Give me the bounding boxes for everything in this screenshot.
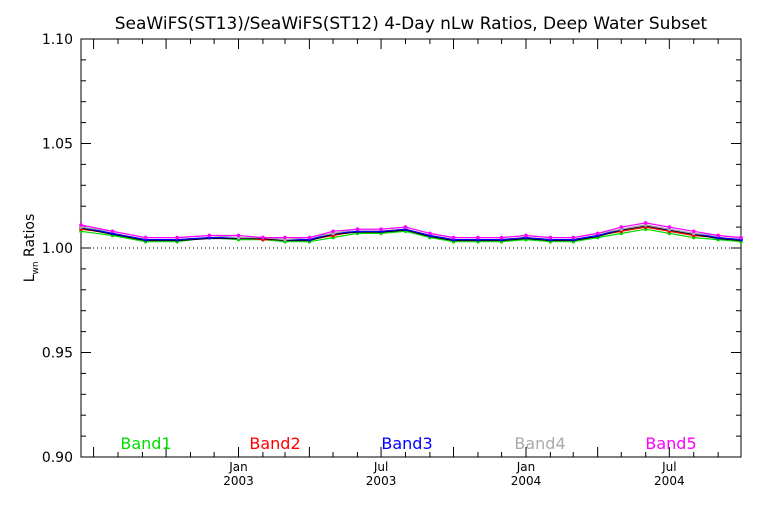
data-point-band5 xyxy=(548,235,553,240)
data-point-band5 xyxy=(691,229,696,234)
legend-label-band1: Band1 xyxy=(120,434,171,453)
y-axis-label-main: L xyxy=(22,274,38,282)
y-tick-label: 1.00 xyxy=(42,241,73,257)
series-group xyxy=(79,221,743,244)
x-tick-label-month: Jan xyxy=(516,460,536,474)
data-point-band5 xyxy=(403,225,408,229)
data-point-band5 xyxy=(283,235,287,240)
x-tick-label-year: 2004 xyxy=(511,474,542,488)
data-point-band5 xyxy=(355,227,360,231)
legend-label-band5: Band5 xyxy=(645,434,696,453)
data-point-band5 xyxy=(207,233,212,238)
data-point-band5 xyxy=(379,227,383,231)
y-tick-label: 0.95 xyxy=(42,346,73,362)
data-point-band5 xyxy=(643,221,648,225)
x-tick-label-year: 2004 xyxy=(654,474,685,488)
x-tick-label-month: Jul xyxy=(661,460,676,474)
data-point-band5 xyxy=(331,229,335,234)
legend-label-band4: Band4 xyxy=(514,434,565,453)
data-point-band5 xyxy=(571,235,576,240)
data-point-band5 xyxy=(110,229,115,234)
y-tick-label: 0.90 xyxy=(42,450,73,466)
data-point-band5 xyxy=(451,235,456,240)
legend: Band1 Band2 Band3 Band4 Band5 xyxy=(120,434,696,453)
x-tick-label-year: 2003 xyxy=(223,474,254,488)
data-point-band5 xyxy=(499,235,504,240)
data-point-band5 xyxy=(175,235,179,240)
data-point-band5 xyxy=(619,225,624,229)
data-point-band5 xyxy=(428,231,432,236)
data-point-band5 xyxy=(524,233,528,238)
data-point-band5 xyxy=(236,233,241,238)
x-tick-label-month: Jan xyxy=(228,460,248,474)
legend-label-band2: Band2 xyxy=(249,434,300,453)
data-point-band5 xyxy=(739,235,743,240)
chart-title: SeaWiFS(ST13)/SeaWiFS(ST12) 4-Day nLw Ra… xyxy=(115,14,708,34)
x-tick-label-year: 2003 xyxy=(366,474,397,488)
y-tick-label: 1.05 xyxy=(42,137,73,153)
y-ticks: 0.90 0.95 1.00 1.05 1.10 xyxy=(42,32,741,466)
data-point-band5 xyxy=(79,223,83,227)
data-point-band5 xyxy=(595,231,600,236)
legend-label-band3: Band3 xyxy=(381,434,432,453)
y-axis-label-sub: wn xyxy=(31,261,41,274)
x-tick-label-month: Jul xyxy=(373,460,388,474)
data-point-band5 xyxy=(667,225,672,229)
y-axis-label-rest: Ratios xyxy=(22,214,38,262)
data-point-band5 xyxy=(716,233,720,238)
y-axis-label: Lwn Ratios xyxy=(22,214,41,283)
y-tick-label: 1.10 xyxy=(42,32,73,48)
data-point-band5 xyxy=(143,235,148,240)
plot-frame xyxy=(80,38,742,458)
data-point-band5 xyxy=(261,235,265,240)
data-point-band5 xyxy=(307,235,312,240)
data-point-band5 xyxy=(476,235,480,240)
